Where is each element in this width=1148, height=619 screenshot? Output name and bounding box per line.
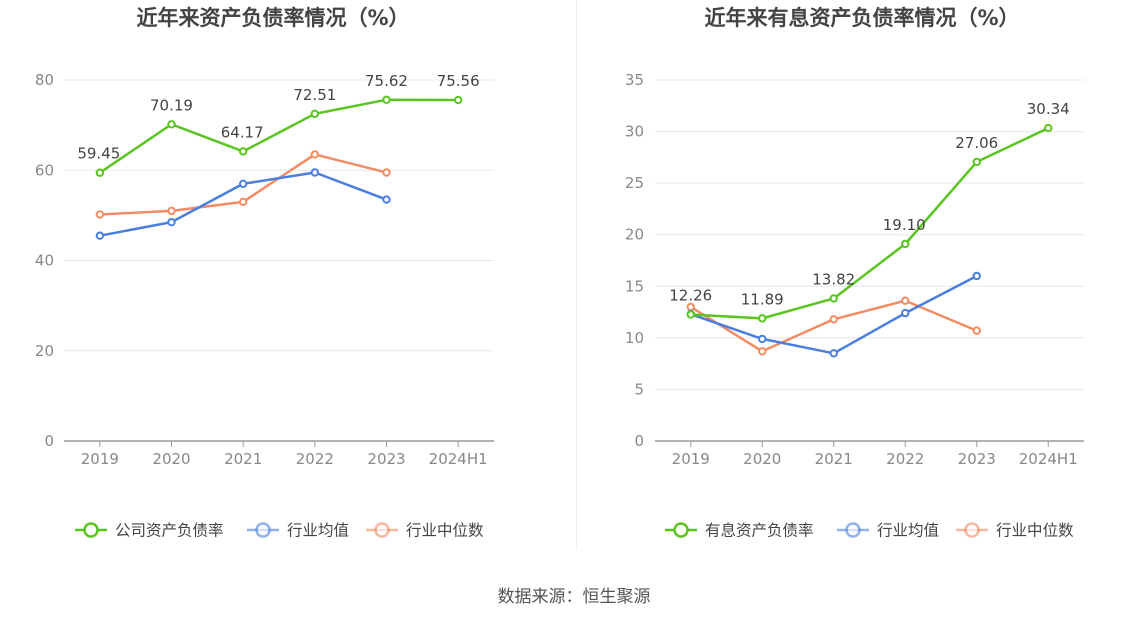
legend-marker (83, 522, 99, 538)
data-point (382, 95, 391, 104)
data-point (310, 168, 320, 177)
series-line (690, 299, 978, 353)
data-point (95, 168, 105, 177)
data-point (95, 210, 105, 219)
x-tick-label: 2021 (815, 450, 853, 468)
data-point (829, 349, 838, 358)
legend-label: 行业均值 (287, 522, 349, 540)
legend-marker (374, 522, 390, 538)
legend-label: 行业均值 (877, 522, 939, 540)
x-tick-label: 2020 (743, 450, 781, 468)
x-tick-label: 2019 (672, 450, 710, 468)
chart-interest-debt-ratio: 近年来有息资产负债率情况（%） 0 5 10 15 20 25 30 35 2019 2020 202… (625, 6, 1084, 540)
data-label: 59.45 (77, 145, 120, 163)
y-tick-label: 15 (625, 277, 644, 295)
data-label: 13.82 (812, 270, 855, 288)
x-tick-label: 2024H1 (1019, 450, 1078, 468)
data-point (310, 109, 320, 118)
y-tick-label: 35 (625, 71, 644, 89)
data-point (238, 179, 248, 188)
data-point (972, 157, 981, 167)
data-point (758, 334, 767, 344)
y-tick-label: 10 (625, 329, 644, 347)
y-tick-label: 80 (35, 71, 54, 89)
data-point (1044, 123, 1053, 133)
y-tick-label: 5 (634, 380, 644, 398)
legend-label: 有息资产负债率 (705, 522, 814, 540)
data-point (167, 206, 176, 216)
data-point (686, 310, 695, 319)
x-tick-label: 2022 (886, 450, 924, 468)
legend-label: 行业中位数 (996, 522, 1074, 540)
data-point (167, 120, 176, 129)
x-tick-label: 2023 (367, 450, 405, 468)
y-tick-label: 0 (634, 432, 644, 450)
series-line (99, 98, 459, 174)
legend-marker (255, 522, 271, 538)
chart-panel-debt-ratio: 近年来资产负债率情况（%） 0 20 40 60 80 2019 2020 2021 2022 20… (0, 0, 576, 555)
y-tick-label: 30 (625, 123, 644, 141)
data-point (453, 95, 463, 105)
data-label: 19.10 (883, 216, 926, 234)
chart-title: 近年来有息资产负债率情况（%） (704, 6, 1019, 30)
y-tick-label: 20 (625, 226, 644, 244)
chart-debt-ratio: 近年来资产负债率情况（%） 0 20 40 60 80 2019 2020 2021 2022 20… (35, 6, 494, 540)
legend-marker (964, 522, 980, 538)
legend-label: 行业中位数 (406, 522, 484, 540)
x-tick-label: 2020 (152, 450, 190, 468)
data-point (829, 315, 838, 324)
data-point (382, 195, 391, 204)
chart-title: 近年来资产负债率情况（%） (136, 6, 409, 30)
legend-marker (845, 522, 861, 538)
legend-marker (673, 522, 689, 538)
x-tick-label: 2023 (958, 450, 996, 468)
x-tick-label: 2019 (81, 450, 119, 468)
data-point (238, 147, 248, 156)
y-tick-label: 60 (35, 161, 54, 179)
data-point (95, 231, 105, 240)
data-point (167, 217, 176, 227)
x-tick-label: 2022 (296, 450, 334, 468)
data-label: 27.06 (955, 134, 998, 152)
x-tick-label: 2021 (224, 450, 262, 468)
series-line (690, 126, 1049, 320)
data-point (901, 308, 910, 318)
data-point (829, 294, 838, 303)
data-point (972, 326, 981, 335)
data-label: 75.56 (437, 72, 480, 90)
chart-panel-interest-debt-ratio: 近年来有息资产负债率情况（%） 0 5 10 15 20 25 30 35 2019 2020 202… (577, 0, 1148, 555)
data-label: 72.51 (293, 86, 336, 104)
data-point (901, 296, 910, 305)
data-label: 11.89 (741, 290, 784, 308)
data-point (901, 239, 910, 249)
x-tick-label: 2024H1 (429, 450, 488, 468)
y-tick-label: 0 (44, 432, 54, 450)
data-label: 12.26 (669, 287, 712, 305)
data-point (758, 347, 767, 356)
y-tick-label: 20 (35, 342, 54, 360)
y-tick-label: 40 (35, 252, 54, 270)
panel-divider (576, 0, 577, 550)
data-label: 64.17 (221, 123, 264, 141)
data-point (686, 302, 695, 312)
data-label: 70.19 (150, 96, 193, 114)
data-label: 30.34 (1027, 100, 1070, 118)
data-point (310, 150, 320, 159)
y-tick-label: 25 (625, 174, 644, 192)
data-source-note: 数据来源：恒生聚源 (497, 587, 651, 607)
data-label: 75.62 (365, 72, 408, 90)
data-point (238, 197, 248, 207)
data-point (758, 314, 767, 323)
data-point (972, 271, 981, 281)
legend-label: 公司资产负债率 (115, 522, 224, 540)
data-point (382, 168, 391, 177)
